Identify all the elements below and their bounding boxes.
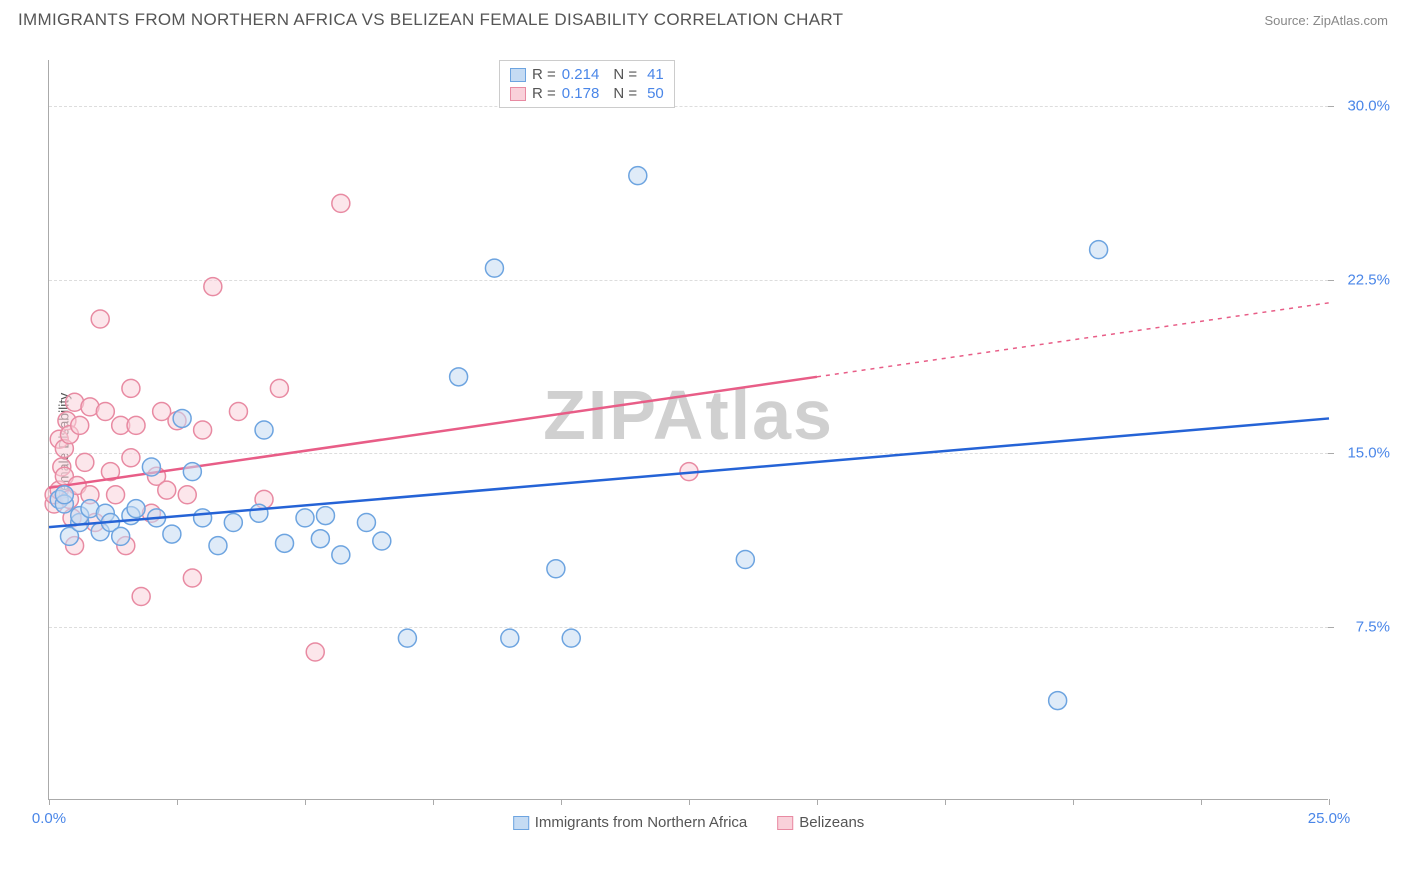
- legend-row-blue: R = 0.214 N = 41: [510, 65, 664, 84]
- tick-right: [1328, 280, 1334, 281]
- data-point: [306, 643, 324, 661]
- legend-label-pink: Belizeans: [799, 814, 864, 831]
- legend-row-pink: R = 0.178 N = 50: [510, 84, 664, 103]
- ytick-label: 22.5%: [1347, 271, 1390, 288]
- data-point: [127, 500, 145, 518]
- data-point: [173, 409, 191, 427]
- data-point: [296, 509, 314, 527]
- tick-bottom: [945, 799, 946, 805]
- trend-line: [49, 418, 1329, 527]
- tick-bottom: [177, 799, 178, 805]
- data-point: [270, 379, 288, 397]
- data-point: [547, 560, 565, 578]
- xtick-label: 0.0%: [32, 810, 66, 827]
- data-point: [485, 259, 503, 277]
- data-point: [736, 551, 754, 569]
- legend-n-label: N =: [613, 66, 637, 83]
- data-point: [357, 514, 375, 532]
- legend-item-blue: Immigrants from Northern Africa: [513, 814, 748, 831]
- data-point: [398, 629, 416, 647]
- data-point: [501, 629, 519, 647]
- tick-bottom: [1201, 799, 1202, 805]
- data-point: [332, 546, 350, 564]
- correlation-legend: R = 0.214 N = 41 R = 0.178 N = 50: [499, 60, 675, 108]
- tick-bottom: [305, 799, 306, 805]
- tick-right: [1328, 453, 1334, 454]
- legend-item-pink: Belizeans: [777, 814, 864, 831]
- data-point: [122, 449, 140, 467]
- scatter-plot-svg: [49, 60, 1328, 799]
- data-point: [163, 525, 181, 543]
- legend-n-label: N =: [613, 85, 637, 102]
- data-point: [76, 453, 94, 471]
- source-label: Source: ZipAtlas.com: [1264, 13, 1388, 28]
- tick-right: [1328, 627, 1334, 628]
- legend-pink-r: 0.178: [562, 85, 600, 102]
- legend-swatch-blue: [513, 816, 529, 830]
- legend-swatch-pink: [510, 87, 526, 101]
- legend-blue-n: 41: [647, 66, 664, 83]
- legend-r-label: R =: [532, 85, 556, 102]
- data-point: [209, 537, 227, 555]
- tick-bottom: [689, 799, 690, 805]
- tick-bottom: [817, 799, 818, 805]
- data-point: [112, 527, 130, 545]
- series-legend: Immigrants from Northern Africa Belizean…: [513, 814, 865, 831]
- tick-bottom: [433, 799, 434, 805]
- data-point: [194, 421, 212, 439]
- data-point: [127, 416, 145, 434]
- title-bar: IMMIGRANTS FROM NORTHERN AFRICA VS BELIZ…: [0, 0, 1406, 36]
- data-point: [629, 167, 647, 185]
- tick-right: [1328, 106, 1334, 107]
- data-point: [96, 403, 114, 421]
- legend-swatch-pink: [777, 816, 793, 830]
- legend-swatch-blue: [510, 68, 526, 82]
- ytick-label: 30.0%: [1347, 98, 1390, 115]
- tick-bottom: [49, 799, 50, 805]
- data-point: [55, 486, 73, 504]
- data-point: [562, 629, 580, 647]
- data-point: [1049, 692, 1067, 710]
- data-point: [183, 569, 201, 587]
- data-point: [224, 514, 242, 532]
- tick-bottom: [1329, 799, 1330, 805]
- ytick-label: 15.0%: [1347, 445, 1390, 462]
- chart-title: IMMIGRANTS FROM NORTHERN AFRICA VS BELIZ…: [18, 10, 843, 30]
- data-point: [122, 379, 140, 397]
- data-point: [142, 458, 160, 476]
- ytick-label: 7.5%: [1356, 618, 1390, 635]
- data-point: [332, 194, 350, 212]
- data-point: [158, 481, 176, 499]
- data-point: [91, 310, 109, 328]
- data-point: [194, 509, 212, 527]
- data-point: [450, 368, 468, 386]
- trend-line-extrapolated: [817, 303, 1329, 377]
- data-point: [1090, 241, 1108, 259]
- data-point: [204, 278, 222, 296]
- xtick-label: 25.0%: [1308, 810, 1351, 827]
- legend-r-label: R =: [532, 66, 556, 83]
- chart-area: ZIPAtlas R = 0.214 N = 41 R = 0.178 N = …: [48, 60, 1328, 800]
- data-point: [255, 421, 273, 439]
- data-point: [132, 588, 150, 606]
- data-point: [178, 486, 196, 504]
- legend-label-blue: Immigrants from Northern Africa: [535, 814, 748, 831]
- data-point: [229, 403, 247, 421]
- data-point: [311, 530, 329, 548]
- data-point: [250, 504, 268, 522]
- legend-pink-n: 50: [647, 85, 664, 102]
- data-point: [276, 534, 294, 552]
- data-point: [71, 416, 89, 434]
- tick-bottom: [561, 799, 562, 805]
- data-point: [316, 507, 334, 525]
- tick-bottom: [1073, 799, 1074, 805]
- legend-blue-r: 0.214: [562, 66, 600, 83]
- data-point: [107, 486, 125, 504]
- data-point: [373, 532, 391, 550]
- data-point: [183, 463, 201, 481]
